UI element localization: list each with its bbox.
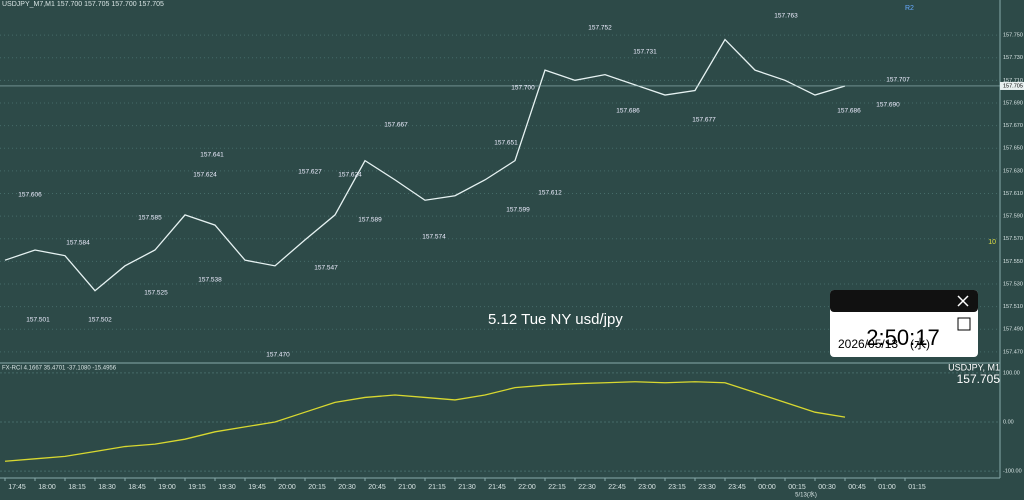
window-title: USDJPY_M7,M1 157.700 157.705 157.700 157… <box>2 1 164 8</box>
y-tick-label: 157.670 <box>1003 123 1023 129</box>
y-tick-label: -100.00 <box>1003 469 1022 475</box>
price-annotation: 157.599 <box>506 207 530 214</box>
price-annotation: 157.525 <box>144 290 168 297</box>
y-tick-label: 157.630 <box>1003 168 1023 174</box>
x-tick-label: 20:00 <box>278 484 296 491</box>
caption: 5.12 Tue NY usd/jpy <box>488 311 623 328</box>
clock-header <box>830 290 978 312</box>
x-tick-label: 22:45 <box>608 484 626 491</box>
price-annotation: 157.624 <box>338 172 362 179</box>
price-annotation: 157.752 <box>588 25 612 32</box>
x-tick-label: 20:45 <box>368 484 386 491</box>
x-tick-label: 19:15 <box>188 484 206 491</box>
y-tick-label: 157.610 <box>1003 191 1023 197</box>
price-annotation: 157.470 <box>266 352 290 359</box>
price-annotation: 157.501 <box>26 317 50 324</box>
y-tick-label: 157.470 <box>1003 349 1023 355</box>
price-annotation: 157.612 <box>538 190 562 197</box>
y-tick-label: 157.530 <box>1003 281 1023 287</box>
x-tick-label: 00:30 <box>818 484 836 491</box>
x-tick-label: 21:00 <box>398 484 416 491</box>
clock-time: 2:50:17 <box>866 325 939 350</box>
x-tick-label: 23:15 <box>668 484 686 491</box>
clock-panel: 2:50:17 2026/05/13 (水) <box>830 290 978 357</box>
y-tick-label: 157.490 <box>1003 327 1023 333</box>
x-tick-label: 19:00 <box>158 484 176 491</box>
x-tick-label: 22:30 <box>578 484 596 491</box>
x-tick-label: 01:15 <box>908 484 926 491</box>
x-tick-label: 00:45 <box>848 484 866 491</box>
x-tick-label: 01:00 <box>878 484 896 491</box>
x-tick-label: 18:15 <box>68 484 86 491</box>
price-annotation: 157.538 <box>198 277 222 284</box>
x-tick-label: 00:00 <box>758 484 776 491</box>
price-annotation: 157.502 <box>88 317 112 324</box>
price-annotation: 157.651 <box>494 140 518 147</box>
x-tick-label: 21:45 <box>488 484 506 491</box>
y-tick-label: 100.00 <box>1003 370 1020 376</box>
y-tick-label: 157.750 <box>1003 33 1023 39</box>
y-tick-label: 157.550 <box>1003 259 1023 265</box>
last-price-box <box>1000 81 1024 90</box>
price-line <box>4 381 846 462</box>
price-annotation: 157.585 <box>138 215 162 222</box>
last-price-label: 157.705 <box>1003 83 1023 89</box>
series-name: USDJPY, M1 <box>948 362 1000 372</box>
x-tick-label: 00:15 <box>788 484 806 491</box>
clock-date: 2026/05/13 (水) <box>838 337 930 351</box>
price-annotation: 157.624 <box>193 172 217 179</box>
y-tick-label: 157.570 <box>1003 236 1023 242</box>
price-annotation: 157.641 <box>200 152 224 159</box>
y-tick-label: 157.710 <box>1003 78 1023 84</box>
price-annotation: 157.731 <box>633 49 657 56</box>
price-annotation: 157.547 <box>314 265 338 272</box>
price-annotation: 157.606 <box>18 192 42 199</box>
y-tick-label: 157.730 <box>1003 55 1023 61</box>
x-tick-label: 20:30 <box>338 484 356 491</box>
price-annotation: 157.700 <box>511 85 535 92</box>
y-tick-label: 157.510 <box>1003 304 1023 310</box>
x-tick-label: 23:45 <box>728 484 746 491</box>
price-annotation: 157.763 <box>774 13 798 20</box>
osc-price: 157.705 <box>957 372 1001 386</box>
side-label: 10 <box>988 239 996 246</box>
price-line <box>4 38 846 292</box>
price-annotation: 157.686 <box>837 108 861 115</box>
price-annotation: 157.686 <box>616 108 640 115</box>
x-tick-label: 19:30 <box>218 484 236 491</box>
price-annotation: 157.707 <box>886 77 910 84</box>
x-tick-label: 23:30 <box>698 484 716 491</box>
marker: R2 <box>905 5 914 12</box>
price-annotation: 157.574 <box>422 234 446 241</box>
x-tick-label: 21:30 <box>458 484 476 491</box>
y-tick-label: 157.690 <box>1003 100 1023 106</box>
x-tick-label: 23:00 <box>638 484 656 491</box>
price-annotation: 157.584 <box>66 240 90 247</box>
price-annotation: 157.690 <box>876 102 900 109</box>
x-tick-label: 18:00 <box>38 484 56 491</box>
pane-title: FX-RCI 4.1667 35.4701 -37.1080 -15.4956 <box>2 366 117 372</box>
pin-icon[interactable] <box>957 317 971 331</box>
y-tick-label: 0.00 <box>1003 419 1014 425</box>
x-tick-label: 20:15 <box>308 484 326 491</box>
date-label: 5/13(水) <box>795 491 817 499</box>
x-tick-label: 18:30 <box>98 484 116 491</box>
x-tick-label: 19:45 <box>248 484 266 491</box>
x-tick-label: 21:15 <box>428 484 446 491</box>
x-tick-label: 17:45 <box>8 484 26 491</box>
price-annotation: 157.627 <box>298 169 322 176</box>
x-tick-label: 18:45 <box>128 484 146 491</box>
y-tick-label: 157.590 <box>1003 214 1023 220</box>
x-tick-label: 22:15 <box>548 484 566 491</box>
close-button[interactable] <box>957 295 969 307</box>
y-tick-label: 157.650 <box>1003 146 1023 152</box>
x-tick-label: 22:00 <box>518 484 536 491</box>
price-annotation: 157.667 <box>384 122 408 129</box>
price-annotation: 157.677 <box>692 117 716 124</box>
price-annotation: 157.589 <box>358 217 382 224</box>
